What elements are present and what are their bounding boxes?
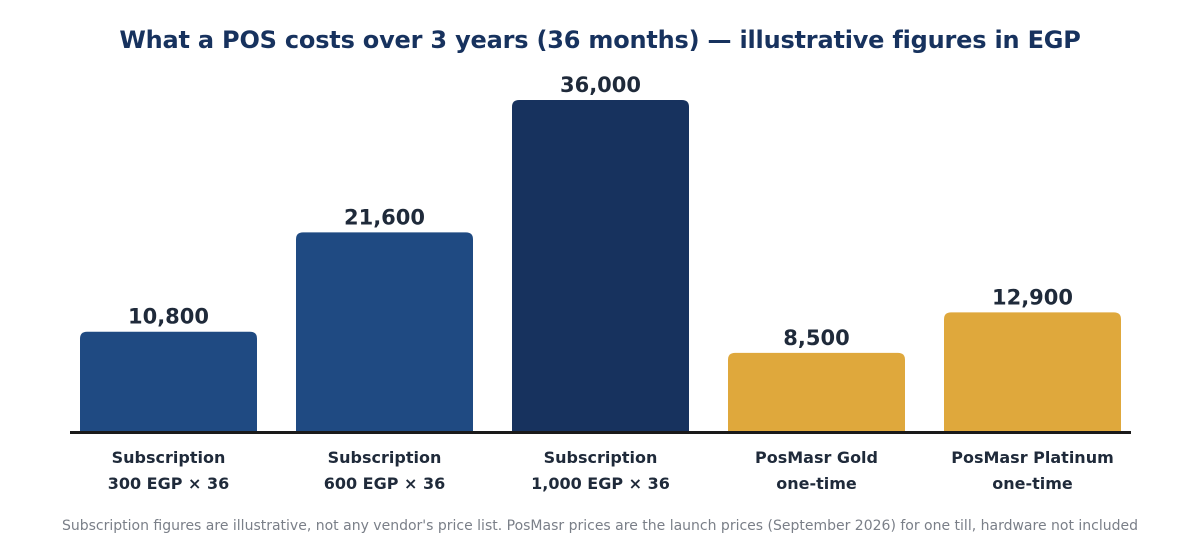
category-label-4-line-2: one-time	[776, 474, 857, 493]
value-label-4: 8,500	[783, 326, 849, 350]
category-label-2-line-1: Subscription	[328, 448, 442, 467]
chart-title: What a POS costs over 3 years (36 months…	[119, 26, 1081, 54]
category-label-2-line-2: 600 EGP × 36	[324, 474, 446, 493]
bar-1	[80, 331, 257, 431]
category-label-5-line-2: one-time	[992, 474, 1073, 493]
bar-5	[944, 312, 1121, 431]
category-label-1-line-2: 300 EGP × 36	[108, 474, 230, 493]
bar-4	[728, 352, 905, 431]
category-label-4-line-1: PosMasr Gold	[755, 448, 878, 467]
bar-3	[512, 100, 689, 431]
category-label-3-line-2: 1,000 EGP × 36	[531, 474, 670, 493]
value-label-2: 21,600	[344, 205, 425, 229]
value-label-1: 10,800	[128, 305, 209, 329]
value-label-5: 12,900	[992, 285, 1073, 309]
value-label-3: 36,000	[560, 73, 641, 97]
category-label-3-line-1: Subscription	[544, 448, 658, 467]
bar-2	[296, 232, 473, 431]
chart-footnote: Subscription figures are illustrative, n…	[61, 518, 1138, 534]
category-label-5-line-1: PosMasr Platinum	[951, 448, 1114, 467]
category-label-1-line-1: Subscription	[112, 448, 226, 467]
